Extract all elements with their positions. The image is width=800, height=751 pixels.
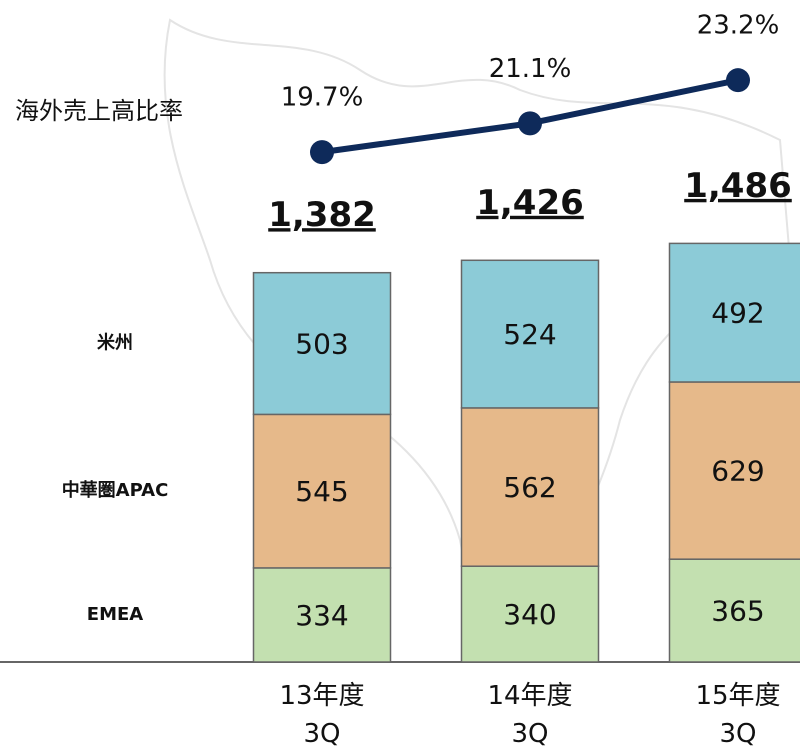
segment-label: 562 [503,471,556,504]
segment-label: 340 [503,598,556,631]
line-label: 21.1% [489,54,572,84]
total-label: 1,486 [684,166,792,206]
bar-segment [460,259,600,409]
segment-label: 503 [295,328,348,361]
bar-segment [252,567,392,663]
line-point [726,68,750,93]
bar-segment [252,413,392,569]
bar-segment [668,381,800,560]
segment-label: 492 [711,297,764,330]
line-label: 23.2% [697,11,780,41]
x-tick-label: 13年度 3Q [279,681,365,749]
series-label: 中華圏APAC [62,479,169,501]
line-point [310,140,334,165]
segment-label: 365 [711,595,764,628]
line-point [518,111,542,136]
series-label: EMEA [87,604,144,625]
x-tick-label: 14年度 3Q [487,681,573,749]
segment-label: 545 [295,475,348,508]
series-label: 米州 [97,332,133,354]
total-label: 1,426 [476,183,584,223]
total-label: 1,382 [268,195,376,235]
x-tick-label: 15年度 3Q [695,681,781,749]
line-label: 19.7% [281,83,364,113]
bar-segment [668,558,800,663]
line-series-label: 海外売上高比率 [15,97,183,125]
bar-segment [668,242,800,383]
bar-segment [252,271,392,416]
segment-label: 524 [503,318,556,351]
segment-label: 629 [711,455,764,488]
segment-label: 334 [295,599,348,632]
